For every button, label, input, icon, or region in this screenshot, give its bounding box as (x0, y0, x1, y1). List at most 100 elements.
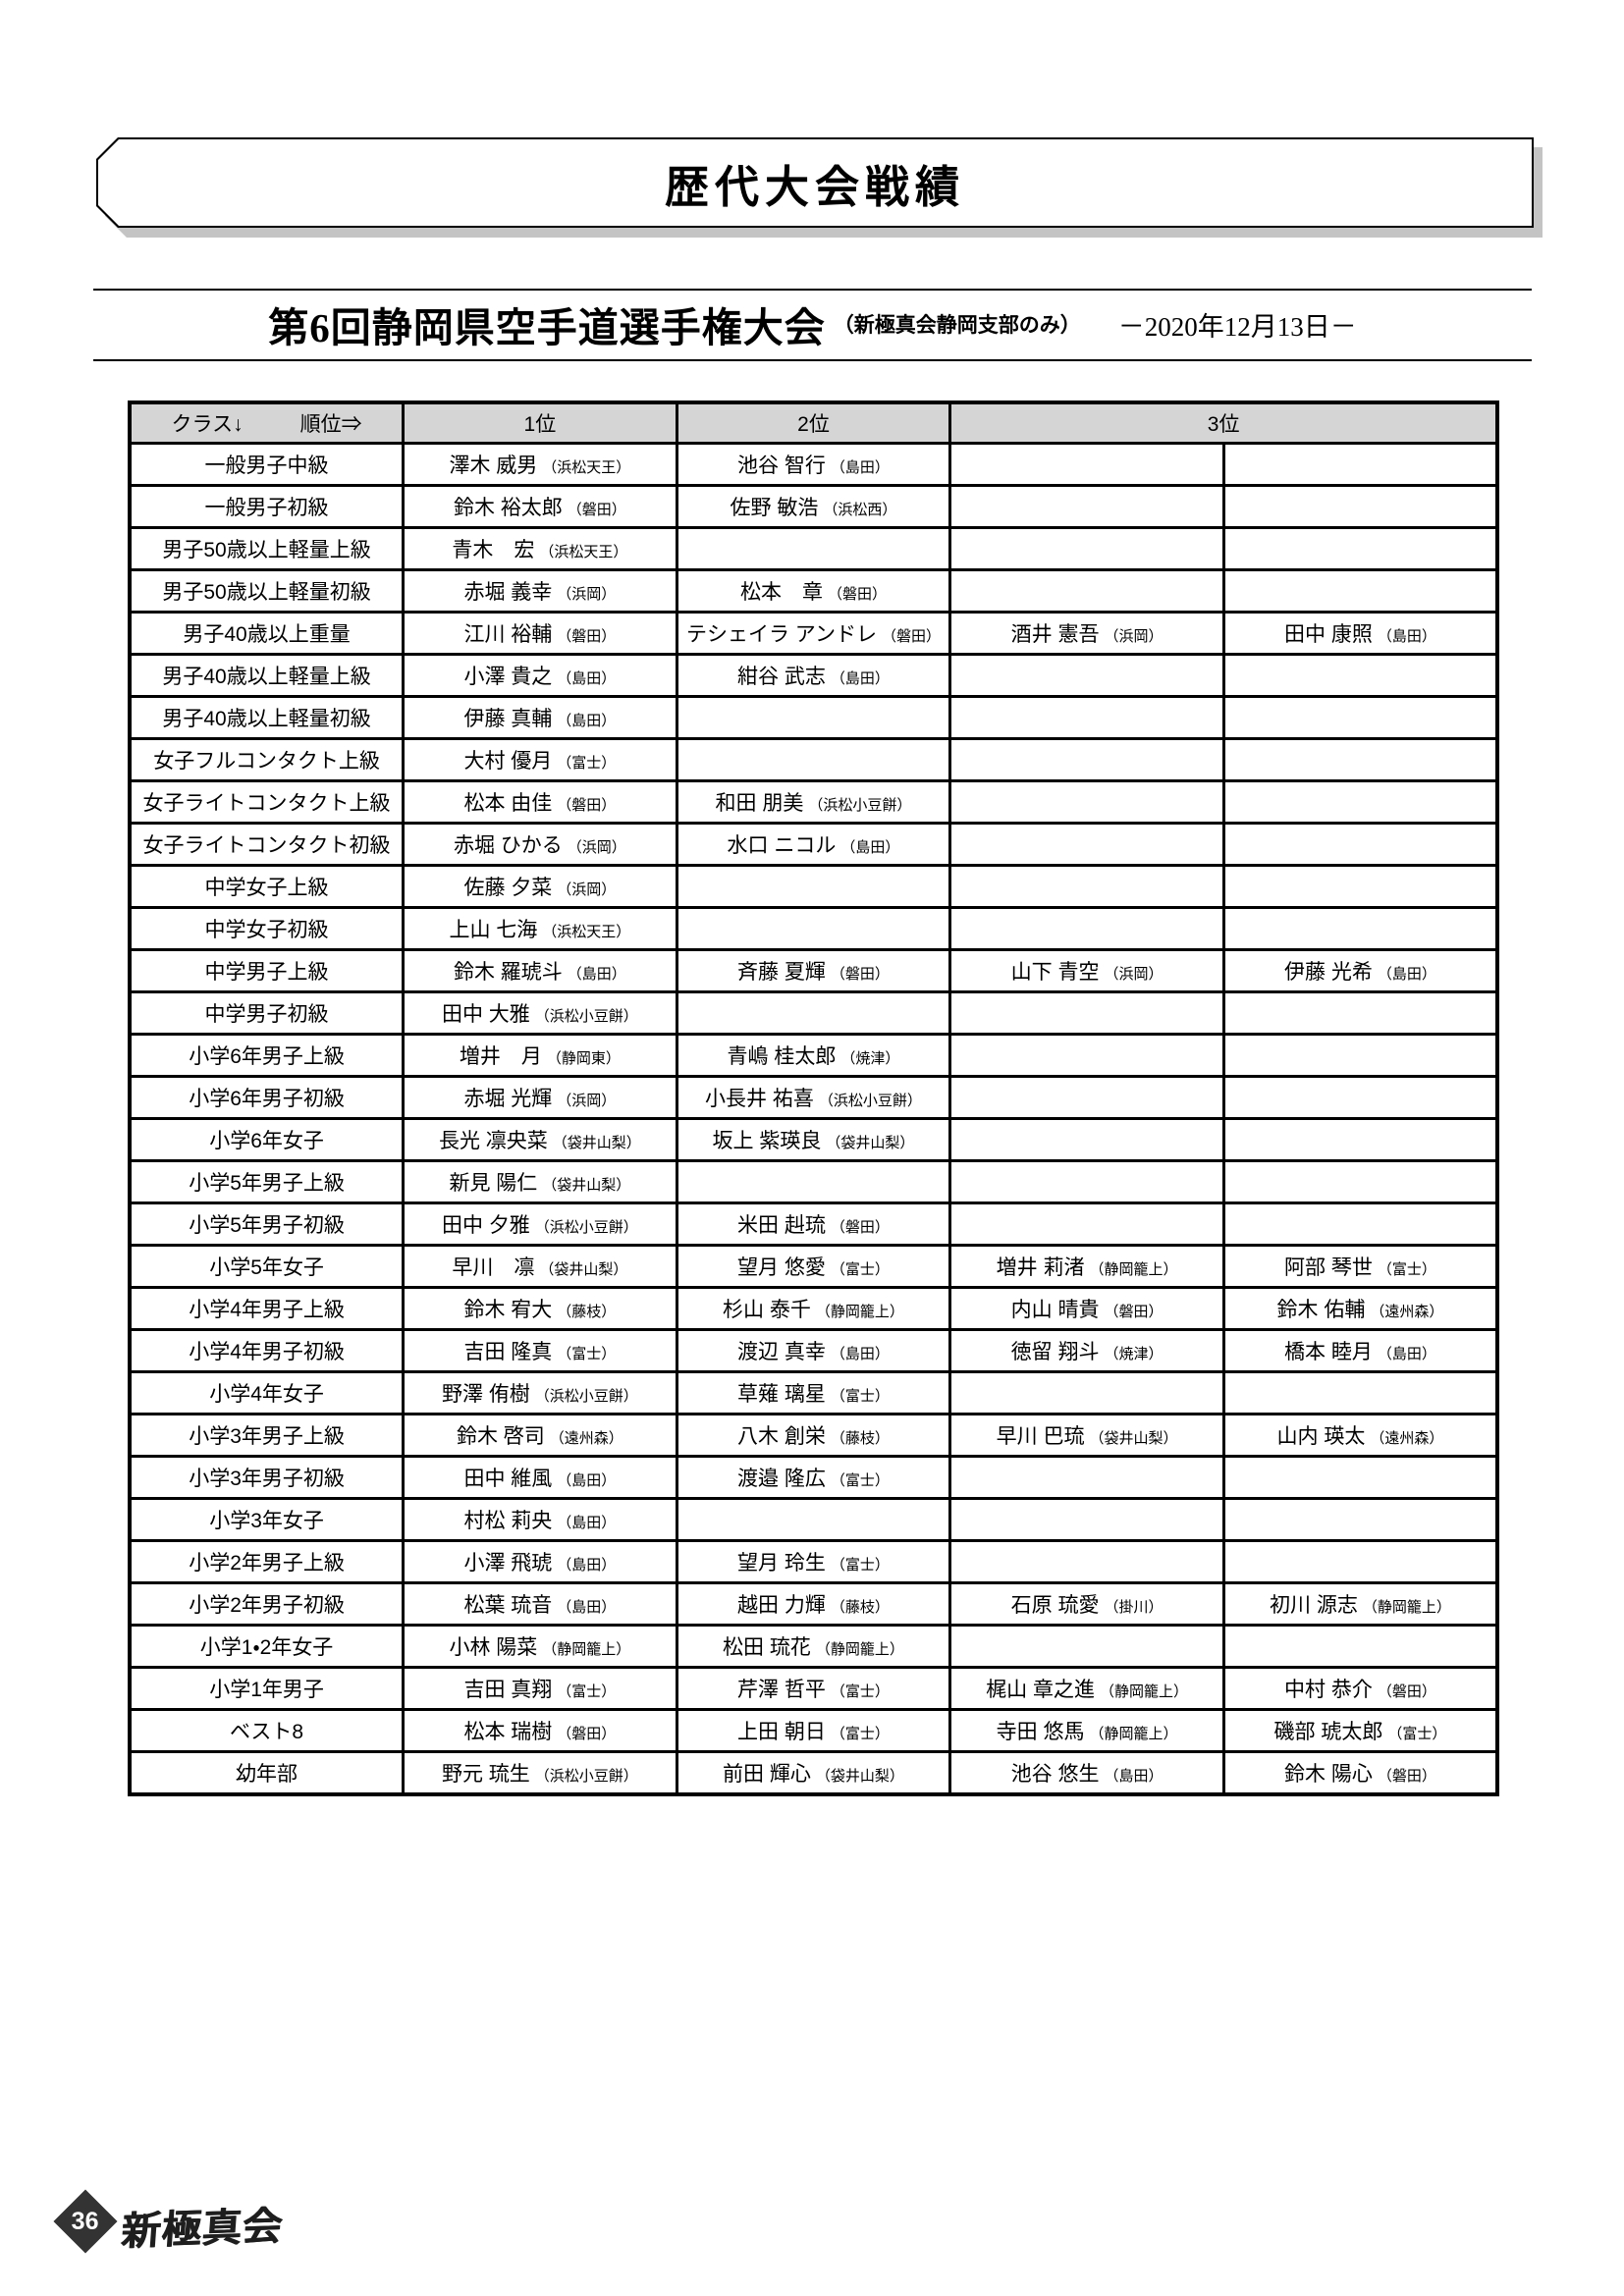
player-name: 渡邉 隆広 (737, 1468, 826, 1490)
second-place-cell (675, 737, 952, 782)
player-name: 小澤 飛琥 (463, 1552, 553, 1575)
class-cell: 一般男子中級 (128, 442, 406, 487)
class-cell: 一般男子初級 (128, 484, 406, 529)
third-place-a-cell: 石原 琉愛 （掛川） (948, 1581, 1225, 1627)
player-name: 山下 青空 (1010, 961, 1100, 984)
third-place-a-cell (948, 864, 1225, 909)
class-cell: 中学男子初級 (128, 990, 406, 1036)
player-dojo: （静岡籠上） (542, 1641, 631, 1658)
first-place-cell: 松本 由佳 （磐田） (402, 779, 678, 825)
third-place-b-cell (1222, 737, 1499, 782)
third-place-b-cell (1222, 864, 1499, 909)
player-dojo: （浜岡） (1104, 628, 1164, 645)
third-place-b-cell (1222, 442, 1499, 487)
second-place-cell: 望月 玲生 （富士） (675, 1539, 952, 1584)
table-row: 小学4年男子上級 鈴木 宥大 （藤枝） 杉山 泰千 （静岡籠上） 内山 晴貴 （磐田） 鈴木 … (128, 1286, 1499, 1331)
third-place-b-cell: 鈴木 佑輔 （遠州森） (1222, 1286, 1499, 1331)
third-place-b-cell (1222, 1075, 1499, 1120)
first-place-cell: 田中 維風 （島田） (402, 1455, 678, 1500)
first-place-cell: 江川 裕輔 （磐田） (402, 611, 678, 656)
table-row: 小学4年女子 野澤 侑樹 （浜松小豆餅） 草薙 璃星 （富士） (128, 1370, 1499, 1415)
table-row: 中学男子上級 鈴木 羅琥斗 （島田） 斉藤 夏輝 （磐田） 山下 青空 （浜岡） 伊藤 光希（… (128, 948, 1499, 993)
first-place-cell: 野澤 侑樹 （浜松小豆餅） (402, 1370, 678, 1415)
third-place-b-cell: 磯部 琥太郎 （富士） (1222, 1708, 1499, 1753)
player-name: 鈴木 宥大 (463, 1299, 553, 1321)
second-place-cell: 松田 琉花 （静岡籠上） (675, 1624, 952, 1669)
player-dojo: （富士） (1387, 1726, 1447, 1742)
player-dojo: （藤枝） (557, 1304, 617, 1320)
second-place-cell: 上田 朝日 （富士） (675, 1708, 952, 1753)
player-dojo: （富士） (830, 1683, 890, 1700)
second-place-cell: テシェイラ アンドレ （磐田） (675, 611, 952, 656)
third-place-b-cell (1222, 906, 1499, 951)
first-place-cell: 澤木 威男 （浜松天王） (402, 442, 678, 487)
event-heading: 第6回静岡県空手道選手権大会 （新極真会静岡支部のみ） －2020年12月13日… (93, 291, 1532, 357)
third-place-a-cell (948, 737, 1225, 782)
player-dojo: （浜松天王） (539, 544, 628, 561)
player-name: 松葉 琉音 (463, 1594, 553, 1617)
first-place-cell: 大村 優月 （富士） (402, 737, 678, 782)
third-place-a-cell (948, 1539, 1225, 1584)
player-dojo: （静岡籠上） (815, 1641, 904, 1658)
third-place-a-cell (948, 1117, 1225, 1162)
first-place-cell: 鈴木 啓司 （遠州森） (402, 1413, 678, 1458)
table-row: 女子フルコンタクト上級 大村 優月 （富士） (128, 737, 1499, 782)
third-place-b-cell: 鈴木 陽心 （磐田） (1222, 1750, 1499, 1795)
player-name: 鈴木 陽心 (1284, 1762, 1373, 1786)
player-dojo: （浜松小豆餅） (534, 1388, 638, 1405)
player-name: 上田 朝日 (737, 1721, 826, 1743)
table-row: 男子40歳以上軽量初級 伊藤 真輔 （島田） (128, 695, 1499, 740)
table-row: 一般男子中級 澤木 威男 （浜松天王） 池谷 智行 （島田） (128, 442, 1499, 487)
player-dojo: （島田） (557, 1557, 617, 1574)
second-place-cell (675, 526, 952, 571)
third-place-a-cell: 山下 青空 （浜岡） (948, 948, 1225, 993)
class-cell: 女子ライトコンタクト初級 (128, 822, 406, 867)
table-row: 小学5年男子初級 田中 夕雅 （浜松小豆餅） 米田 赳琉 （磐田） (128, 1201, 1499, 1247)
first-place-cell: 佐藤 夕菜 （浜岡） (402, 864, 678, 909)
table-row: 小学6年男子上級 増井 月（静岡東） 青嶋 桂太郎 （焼津） (128, 1033, 1499, 1078)
header-class-cell: クラス↓ 順位⇒ (128, 400, 406, 445)
first-place-cell: 村松 莉央 （島田） (402, 1497, 678, 1542)
table-row: 男子50歳以上軽量上級 青木 宏（浜松天王） (128, 526, 1499, 571)
player-dojo: （富士） (830, 1726, 890, 1742)
player-name: 大村 優月 (463, 750, 553, 773)
first-place-cell: 赤堀 義幸 （浜岡） (402, 568, 678, 614)
player-dojo: （島田） (1377, 1346, 1436, 1362)
second-place-cell: 渡辺 真幸 （島田） (675, 1328, 952, 1373)
player-dojo: （島田） (840, 839, 900, 856)
header-rank1-cell: 1位 (402, 400, 678, 445)
player-name: 鈴木 裕太郎 (453, 497, 563, 519)
player-dojo: （磐田） (881, 628, 941, 645)
class-cell: ベスト8 (128, 1708, 406, 1753)
third-place-b-cell (1222, 1539, 1499, 1584)
third-place-b-cell: 橋本 睦月 （島田） (1222, 1328, 1499, 1373)
player-name: 松本 章 (739, 581, 823, 604)
third-place-b-cell: 山内 瑛太 （遠州森） (1222, 1413, 1499, 1458)
player-dojo: （浜岡） (557, 586, 617, 603)
player-name: 田中 康照 (1284, 623, 1373, 646)
third-place-a-cell (948, 568, 1225, 614)
table-row: 小学1・2年女子 小林 陽菜 （静岡籠上） 松田 琉花 （静岡籠上） (128, 1624, 1499, 1669)
first-place-cell: 赤堀 光輝 （浜岡） (402, 1075, 678, 1120)
class-cell: 小学3年男子上級 (128, 1413, 406, 1458)
third-place-b-cell (1222, 822, 1499, 867)
player-name: 水口 ニコル (727, 834, 837, 857)
player-name: 増井 月 (459, 1045, 542, 1068)
first-place-cell: 青木 宏（浜松天王） (402, 526, 678, 571)
player-name: 紺谷 武志 (737, 666, 826, 688)
third-place-b-cell (1222, 568, 1499, 614)
first-place-cell: 伊藤 真輔 （島田） (402, 695, 678, 740)
first-place-cell: 吉田 隆真 （富士） (402, 1328, 678, 1373)
player-name: テシェイラ アンドレ (685, 623, 877, 646)
player-name: 山内 瑛太 (1276, 1425, 1366, 1448)
third-place-a-cell: 寺田 悠馬 （静岡籠上） (948, 1708, 1225, 1753)
table-row: 中学男子初級 田中 大雅 （浜松小豆餅） (128, 990, 1499, 1036)
player-name: 杉山 泰千 (723, 1299, 811, 1321)
player-name: 田中 夕雅 (441, 1214, 530, 1237)
first-place-cell: 鈴木 羅琥斗 （島田） (402, 948, 678, 993)
player-dojo: （袋井山梨） (815, 1767, 904, 1785)
third-place-b-cell: 伊藤 光希 （島田） (1222, 948, 1499, 993)
player-name: 鈴木 羅琥斗 (453, 961, 563, 984)
second-place-cell (675, 1497, 952, 1542)
class-cell: 小学6年女子 (128, 1117, 406, 1162)
